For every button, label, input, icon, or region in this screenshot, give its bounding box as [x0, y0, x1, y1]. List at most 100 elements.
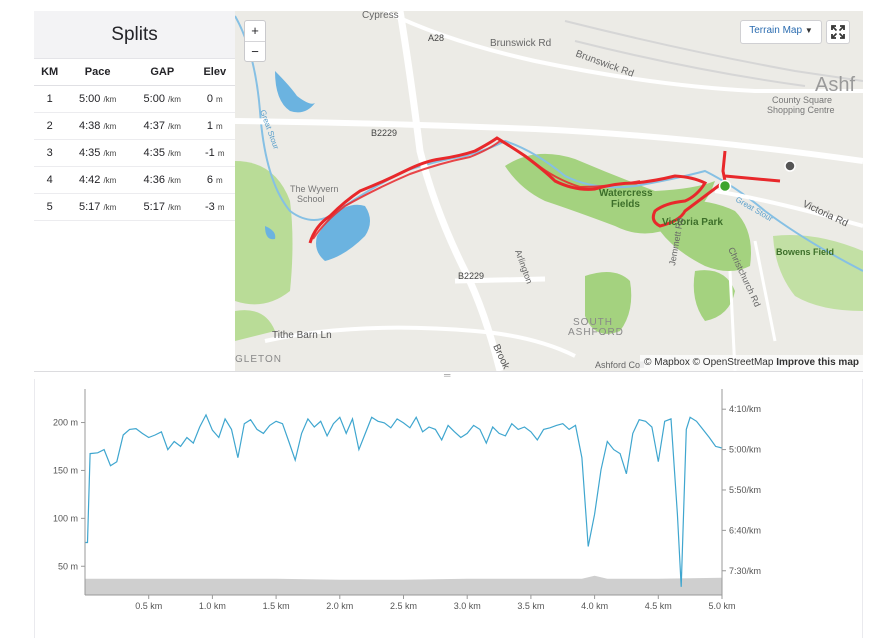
pace-unit: /km: [103, 122, 117, 131]
route-map[interactable]: Cypress A28 Brunswick Rd Brunswick Rd As…: [235, 11, 863, 371]
label-watercress-2: Fields: [611, 199, 640, 210]
split-km: 5: [34, 193, 66, 221]
zoom-out-button[interactable]: −: [251, 44, 259, 59]
label-wyvern-1: The Wyvern: [290, 184, 338, 194]
terrain-map-dropdown[interactable]: Terrain Map ▼: [741, 21, 821, 43]
split-gap: 5:00 /km: [129, 85, 195, 113]
col-pace: Pace: [65, 59, 130, 86]
split-km-value: 4: [46, 174, 53, 186]
split-pace-value: 4:35: [78, 147, 101, 159]
elev-unit: m: [217, 149, 225, 158]
elev-unit: m: [216, 95, 223, 104]
label-shopping-centre: Shopping Centre: [767, 105, 835, 115]
x-tick-label: 3.5 km: [517, 601, 544, 611]
split-pace: 5:17 /km: [65, 193, 130, 221]
split-elev-value: -1: [205, 147, 215, 159]
split-elev: 0 m: [194, 85, 235, 113]
road-b2229-east: [454, 276, 546, 284]
split-row: 4 4:42 /km 4:36 /km 6 m: [34, 166, 235, 194]
bowens-field: [773, 235, 863, 311]
resize-divider[interactable]: ═: [34, 371, 863, 380]
label-south-ashford: ASHFORD: [568, 327, 624, 338]
left-tick-label: 200 m: [53, 418, 78, 428]
split-gap: 4:37 /km: [129, 112, 195, 140]
improve-map-link[interactable]: Improve this map: [776, 357, 859, 368]
route-line: [308, 136, 781, 244]
label-victoria-park: Victoria Park: [662, 217, 723, 228]
label-south: SOUTH: [573, 317, 613, 328]
x-tick-label: 1.5 km: [263, 601, 290, 611]
split-km: 1: [34, 85, 66, 113]
split-km-value: 1: [46, 93, 53, 105]
right-tick-label: 4:10/km: [729, 404, 761, 414]
mapbox-credit[interactable]: © Mapbox: [644, 357, 690, 368]
start-marker: [718, 179, 732, 193]
pace-unit: /km: [103, 149, 117, 158]
split-elev-value: -3: [205, 201, 215, 213]
split-km: 2: [34, 112, 66, 140]
label-gleton: GLETON: [235, 354, 282, 365]
terrain-map-label: Terrain Map: [749, 25, 803, 36]
split-gap: 5:17 /km: [129, 193, 195, 221]
label-watercress-1: Watercress: [599, 188, 653, 199]
gap-unit: /km: [168, 95, 181, 104]
elevation-area: [85, 575, 722, 595]
label-b2229-bottom: B2229: [458, 271, 484, 281]
label-tithe-barn: Tithe Barn Ln: [272, 330, 332, 341]
osm-credit[interactable]: © OpenStreetMap: [692, 357, 774, 368]
split-pace: 4:35 /km: [65, 139, 130, 167]
left-tick-label: 100 m: [53, 513, 78, 523]
road-brunswick: [384, 11, 863, 93]
split-elev: -3 m: [194, 193, 235, 221]
split-pace: 4:38 /km: [65, 112, 130, 140]
right-tick-label: 5:50/km: [729, 485, 761, 495]
pace-unit: /km: [103, 95, 117, 104]
split-gap: 4:35 /km: [129, 139, 195, 167]
x-tick-label: 2.5 km: [390, 601, 417, 611]
x-tick-label: 4.0 km: [581, 601, 608, 611]
label-county-square: County Square: [772, 95, 832, 105]
split-gap: 4:36 /km: [129, 166, 195, 194]
elev-unit: m: [216, 176, 223, 185]
split-elev: 6 m: [194, 166, 235, 194]
label-bowens-field: Bowens Field: [776, 247, 834, 257]
col-elev: Elev: [194, 59, 235, 86]
split-gap-value: 4:37: [143, 120, 165, 132]
split-gap-value: 5:17: [143, 201, 165, 213]
caret-down-icon: ▼: [804, 26, 813, 35]
split-elev: -1 m: [194, 139, 235, 167]
split-pace: 4:42 /km: [65, 166, 130, 194]
label-ashford: Ashf: [815, 74, 855, 96]
x-tick-label: 4.5 km: [645, 601, 672, 611]
x-tick-label: 0.5 km: [135, 601, 162, 611]
split-pace-value: 5:17: [78, 201, 101, 213]
elevation-pace-chart: 200 m 150 m 100 m 50 m 4:10/km 5:00/km 5:50/km…: [34, 379, 863, 638]
x-tick-label: 1.0 km: [199, 601, 226, 611]
finish-marker: [784, 160, 796, 172]
splits-table: KM Pace GAP Elev 1 5:00 /km 5:00 /km 0 m 2 4:…: [34, 59, 235, 221]
split-row: 2 4:38 /km 4:37 /km 1 m: [34, 112, 235, 140]
zoom-control: + −: [244, 20, 266, 62]
fullscreen-button[interactable]: [827, 21, 849, 43]
col-km: KM: [34, 59, 66, 86]
splits-panel: Splits KM Pace GAP Elev 1 5:00 /km 5:00 /k…: [34, 11, 235, 371]
elev-unit: m: [216, 122, 223, 131]
pond: [265, 226, 276, 240]
zoom-in-button[interactable]: +: [245, 21, 265, 42]
drag-handle-icon[interactable]: ═: [444, 370, 451, 380]
park-south-east: [693, 270, 735, 321]
left-tick-label: 50 m: [58, 561, 78, 571]
splits-header-row: KM Pace GAP Elev: [34, 59, 235, 86]
split-row: 1 5:00 /km 5:00 /km 0 m: [34, 85, 235, 113]
splits-title: Splits: [111, 24, 158, 45]
split-elev-value: 6: [206, 174, 213, 186]
label-b2229-top: B2229: [371, 128, 397, 138]
label-cypress: Cypress: [362, 11, 399, 21]
road-victoria: [714, 189, 863, 228]
split-km-value: 5: [46, 201, 53, 213]
split-elev-value: 0: [206, 93, 213, 105]
park-bottom-left: [235, 310, 275, 341]
split-km-value: 3: [46, 147, 53, 159]
road-b2229: [396, 11, 504, 371]
gap-unit: /km: [168, 203, 181, 212]
